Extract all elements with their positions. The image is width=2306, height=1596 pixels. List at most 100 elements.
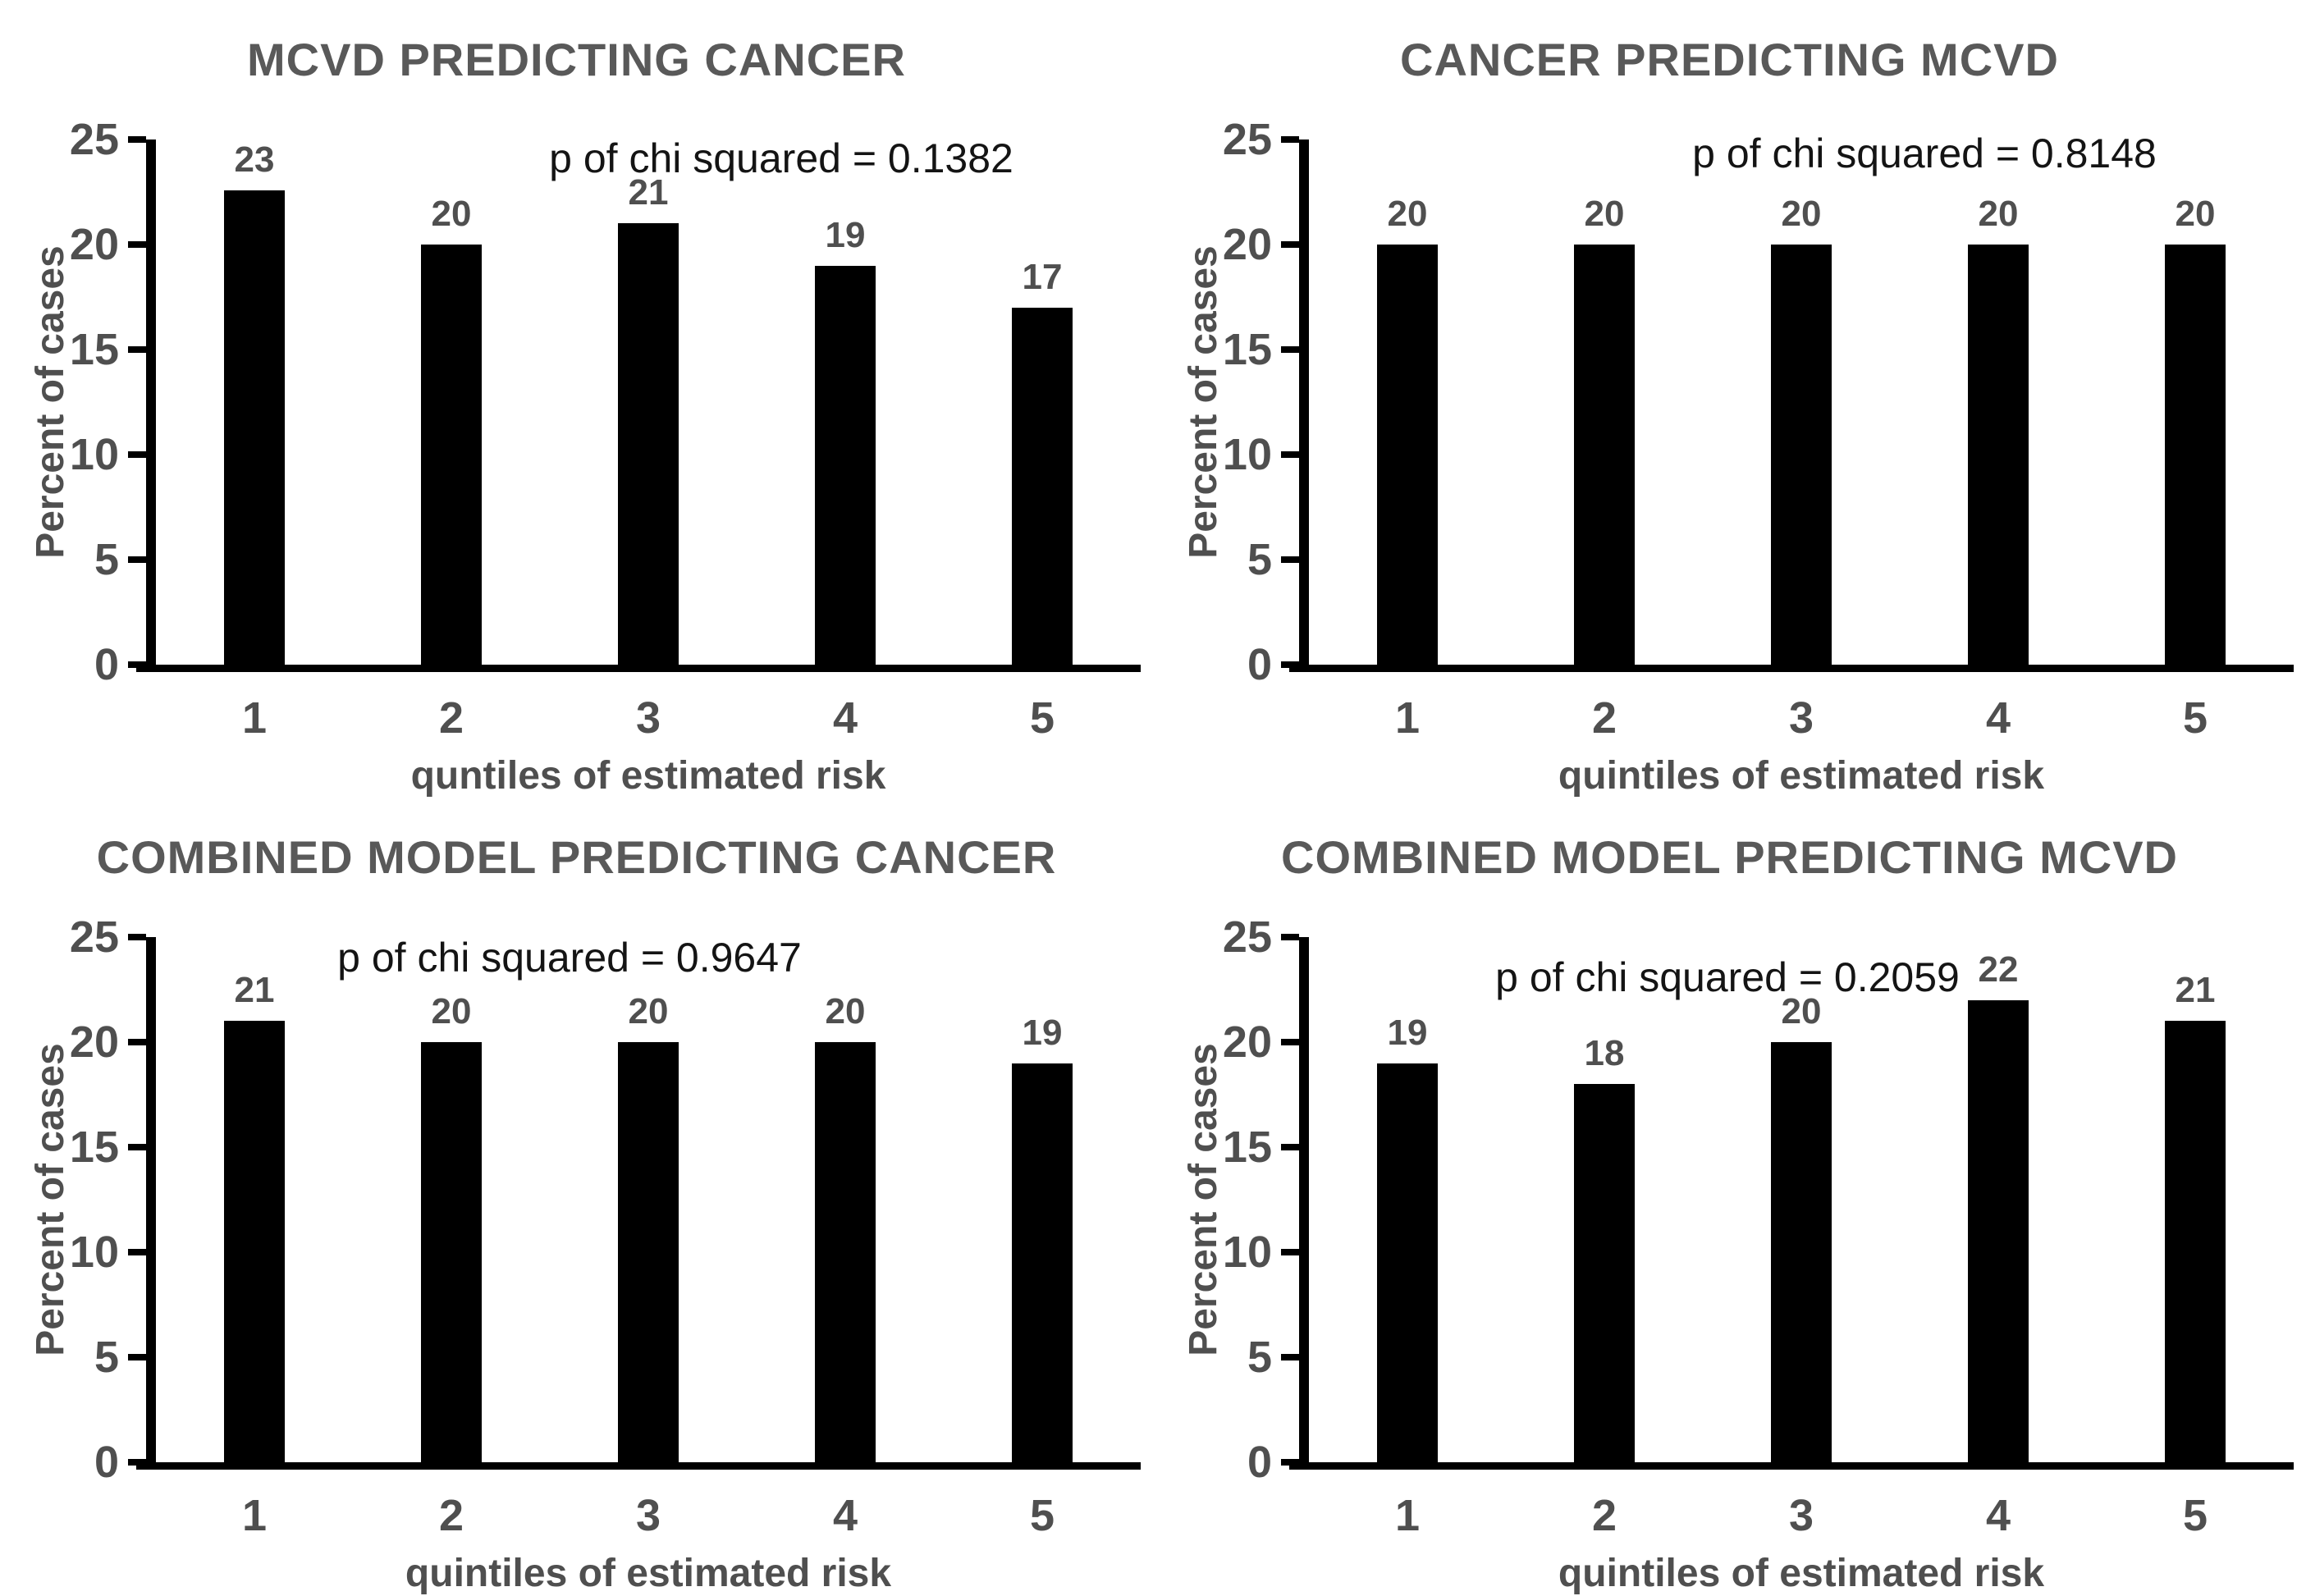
- bar-slot: 19: [1309, 937, 1506, 1462]
- bar-value-label: 20: [1781, 194, 1822, 234]
- y-tick-label: 10: [1222, 1228, 1272, 1277]
- x-tick-label: 5: [2182, 1491, 2208, 1540]
- y-tick-mark: [1281, 241, 1299, 248]
- y-tick-label: 0: [94, 1438, 119, 1487]
- bar-value-label: 22: [1978, 949, 2019, 990]
- x-axis-ticks: 1 2 3 4 5: [156, 1493, 1141, 1538]
- x-axis-title: quintiles of estimated risk: [1558, 754, 2045, 798]
- bars-container: 19 18 20 22 21: [1309, 937, 2294, 1462]
- bar-value-label: 23: [234, 139, 275, 180]
- x-tick-label: 1: [1394, 1491, 1421, 1540]
- y-tick-mark: [1281, 1144, 1299, 1150]
- bar-slot: 20: [353, 937, 550, 1462]
- bar: [1012, 307, 1073, 665]
- y-tick-label: 20: [1222, 220, 1272, 269]
- y-tick-mark: [1281, 661, 1299, 668]
- y-axis-line: [1299, 937, 1309, 1462]
- x-axis-ticks: 1 2 3 4 5: [156, 696, 1141, 740]
- y-tick-label: 5: [1247, 535, 1272, 584]
- y-tick-mark: [1281, 1354, 1299, 1360]
- x-tick-label: 3: [635, 693, 661, 743]
- x-tick-label: 3: [1788, 1491, 1814, 1540]
- bar-value-label: 20: [431, 194, 472, 234]
- y-tick-mark: [128, 451, 146, 458]
- y-tick-mark: [128, 1249, 146, 1255]
- bar: [224, 1021, 285, 1462]
- chart-title: COMBINED MODEL PREDICTING MCVD: [1281, 831, 2178, 883]
- bar: [1574, 245, 1635, 665]
- x-tick-label: 5: [1029, 1491, 1055, 1540]
- x-tick-label: 3: [1788, 693, 1814, 743]
- p-value-annotation: p of chi squared = 0.9647: [337, 935, 802, 981]
- bar-slot: 20: [1506, 139, 1703, 665]
- y-tick-mark: [1281, 1249, 1299, 1255]
- bar-value-label: 21: [628, 172, 669, 213]
- bar-slot: 22: [1900, 937, 2097, 1462]
- x-axis-line: [136, 665, 1141, 672]
- bar: [1968, 245, 2029, 665]
- bar: [1771, 245, 1832, 665]
- x-tick-label: 5: [2182, 693, 2208, 743]
- y-tick-label: 10: [1222, 430, 1272, 479]
- bar-value-label: 20: [1978, 194, 2019, 234]
- y-axis-title: Percent of cases: [29, 245, 72, 559]
- x-tick-label: 4: [1985, 693, 2011, 743]
- y-tick-label: 25: [1222, 912, 1272, 962]
- bar-slot: 20: [2097, 139, 2294, 665]
- x-tick-label: 2: [1591, 1491, 1617, 1540]
- y-axis-title: Percent of cases: [1182, 1043, 1225, 1356]
- y-tick-mark: [1281, 934, 1299, 940]
- x-tick-label: 2: [438, 1491, 464, 1540]
- bar-chart: MCVD PREDICTING CANCER Percent of cases …: [0, 0, 1153, 798]
- bar-value-label: 20: [1781, 991, 1822, 1031]
- y-tick-label: 5: [94, 1333, 119, 1382]
- bar-slot: 21: [2097, 937, 2294, 1462]
- y-tick-label: 20: [69, 220, 119, 269]
- bar-slot: 20: [1703, 139, 1900, 665]
- bar: [1377, 245, 1438, 665]
- bar-chart: CANCER PREDICTING MCVD Percent of cases …: [1153, 0, 2306, 798]
- bar-value-label: 20: [628, 991, 669, 1031]
- x-tick-label: 2: [438, 693, 464, 743]
- x-axis-title: quintiles of estimated risk: [1558, 1552, 2045, 1595]
- y-tick-mark: [128, 136, 146, 143]
- bar-value-label: 17: [1022, 256, 1063, 297]
- y-tick-mark: [128, 346, 146, 353]
- x-tick-label: 1: [241, 1491, 268, 1540]
- y-tick-label: 25: [1222, 115, 1272, 164]
- bar: [1771, 1042, 1832, 1462]
- y-tick-label: 10: [69, 430, 119, 479]
- p-value-annotation: p of chi squared = 0.8148: [1692, 130, 2157, 176]
- y-tick-label: 5: [1247, 1333, 1272, 1382]
- bar-slot: 17: [944, 139, 1141, 665]
- bar: [2165, 1021, 2226, 1462]
- y-tick-mark: [1281, 1039, 1299, 1045]
- x-axis-line: [136, 1462, 1141, 1470]
- plot-area: p of chi squared = 0.1382 23 20 21 19 17 0 5 1…: [70, 117, 1141, 688]
- y-axis-line: [1299, 139, 1309, 665]
- bar: [815, 265, 876, 665]
- bar-slot: 20: [1703, 937, 1900, 1462]
- bar-slot: 19: [747, 139, 944, 665]
- y-tick-label: 15: [1222, 1123, 1272, 1172]
- bar-slot: 21: [550, 139, 747, 665]
- bar-slot: 23: [156, 139, 353, 665]
- bar: [815, 1042, 876, 1462]
- chart-title: CANCER PREDICTING MCVD: [1400, 34, 2059, 85]
- x-tick-label: 1: [1394, 693, 1421, 743]
- y-tick-label: 25: [69, 115, 119, 164]
- y-axis-line: [146, 937, 156, 1462]
- bar-slot: 21: [156, 937, 353, 1462]
- bar-chart: COMBINED MODEL PREDICTING CANCER Percent…: [0, 798, 1153, 1595]
- bar: [1574, 1084, 1635, 1462]
- bar-value-label: 20: [1584, 194, 1625, 234]
- y-tick-mark: [128, 556, 146, 563]
- y-tick-label: 10: [69, 1228, 119, 1277]
- bars-container: 23 20 21 19 17: [156, 139, 1141, 665]
- x-tick-label: 1: [241, 693, 268, 743]
- y-tick-label: 5: [94, 535, 119, 584]
- bar-value-label: 20: [825, 991, 866, 1031]
- y-tick-mark: [128, 1144, 146, 1150]
